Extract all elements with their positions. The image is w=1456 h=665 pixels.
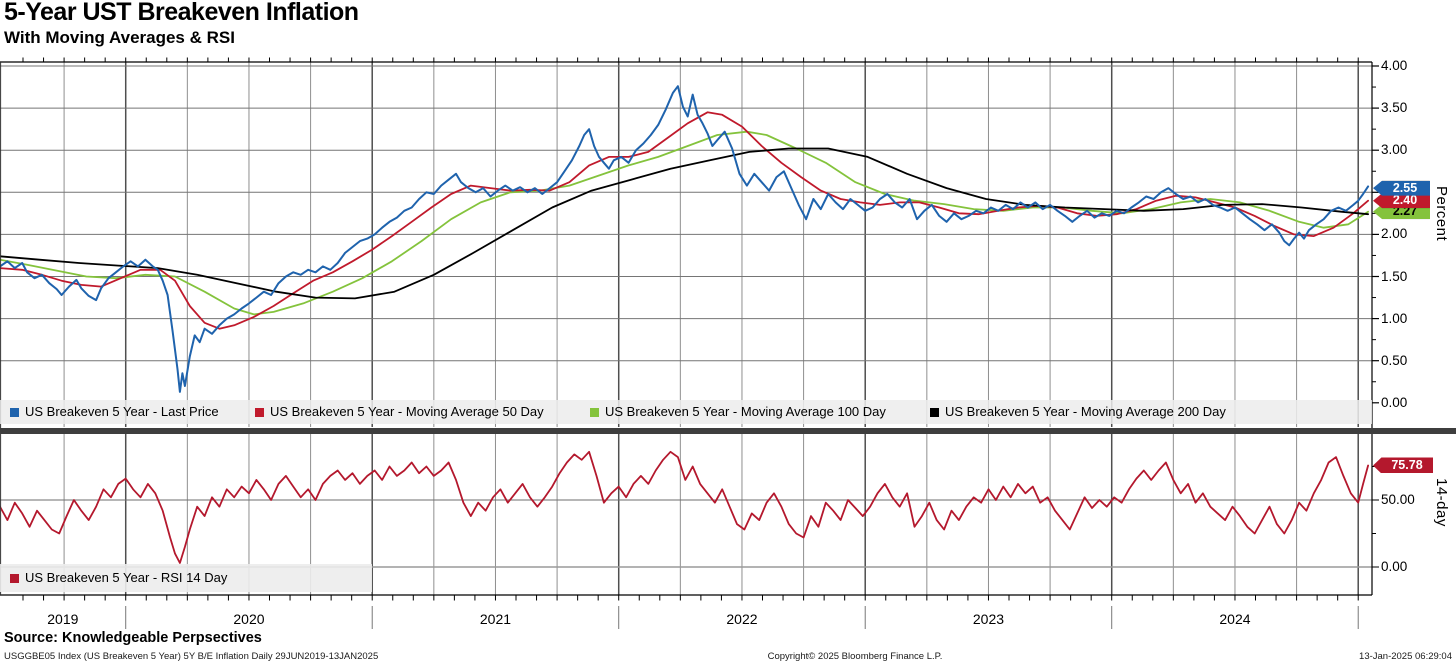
legend-swatch-ma-50 — [255, 407, 264, 417]
price-series-lines — [0, 85, 1370, 393]
page-subtitle: With Moving Averages & RSI — [4, 28, 235, 47]
legend-item-rsi-14: US Breakeven 5 Year - RSI 14 Day — [10, 570, 227, 585]
legend-swatch-ma-100 — [590, 407, 599, 417]
series-line-ma-50 — [0, 111, 1369, 330]
page-title: 5-Year UST Breakeven Inflation — [4, 0, 359, 26]
series-line-last-price — [0, 85, 1370, 393]
legend-swatch-last-price — [10, 407, 19, 417]
rsi-legend-band: US Breakeven 5 Year - RSI 14 Day — [0, 564, 372, 592]
timestamp: 13-Jan-2025 06:29:04 — [1359, 651, 1452, 662]
legend-item-ma-200: US Breakeven 5 Year - Moving Average 200… — [930, 404, 1226, 419]
legend-item-last-price: US Breakeven 5 Year - Last Price — [10, 404, 219, 419]
legend-swatch-ma-200 — [930, 407, 939, 417]
series-line-rsi-14 — [0, 450, 1369, 564]
axes-and-ticks — [0, 57, 1379, 629]
rsi-y-axis-title: 14-day — [1433, 478, 1450, 527]
source-line: Source: Knowledgeable Perpsectives — [4, 630, 262, 646]
rsi-series-line — [0, 450, 1369, 564]
series-line-ma-200 — [0, 147, 1369, 300]
legend-item-ma-100: US Breakeven 5 Year - Moving Average 100… — [590, 404, 886, 419]
main-y-axis-title: Percent — [1433, 186, 1450, 242]
series-line-ma-100 — [0, 130, 1369, 316]
legend-item-ma-50: US Breakeven 5 Year - Moving Average 50 … — [255, 404, 544, 419]
legend-swatch-rsi-14 — [10, 573, 19, 583]
security-description: USGGBE05 Index (US Breakeven 5 Year) 5Y … — [4, 651, 379, 662]
panel-separator — [0, 428, 1456, 434]
copyright-text: Copyright© 2025 Bloomberg Finance L.P. — [767, 651, 943, 662]
gridlines — [0, 62, 1372, 595]
main-legend-band: US Breakeven 5 Year - Last Price US Break… — [0, 400, 1372, 424]
